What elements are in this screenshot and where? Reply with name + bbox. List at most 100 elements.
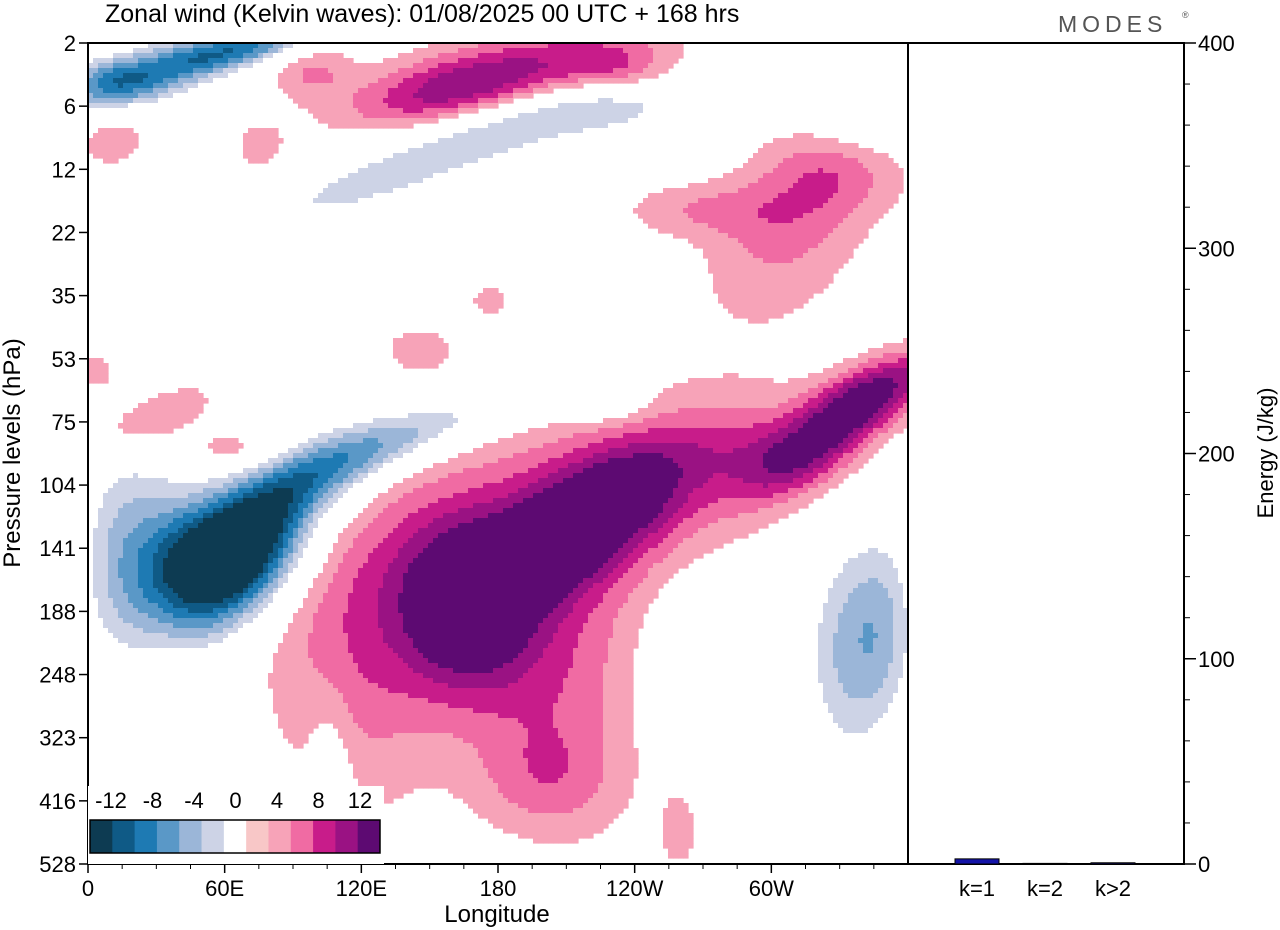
contour-cell (833, 43, 839, 49)
contour-cell (238, 68, 244, 74)
contour-cell (198, 78, 204, 84)
contour-cell (463, 78, 469, 84)
contour-cell (738, 238, 744, 244)
contour-cell (188, 43, 194, 49)
contour-cell (803, 258, 809, 264)
contour-cell (883, 368, 889, 374)
contour-cell (658, 403, 664, 409)
contour-cell (383, 88, 389, 94)
contour-cell (893, 78, 899, 84)
contour-cell (768, 173, 774, 179)
contour-cell (593, 113, 599, 119)
contour-cell (758, 183, 764, 189)
contour-cell (543, 78, 549, 84)
contour-cell (338, 423, 344, 429)
contour-cell (93, 103, 99, 109)
contour-cell (323, 218, 329, 224)
contour-cell (493, 123, 499, 129)
contour-cell (178, 73, 184, 79)
contour-cell (838, 163, 844, 169)
contour-cell (668, 393, 674, 399)
contour-cell (783, 298, 789, 304)
contour-cell (518, 83, 524, 89)
contour-cell (178, 418, 184, 424)
contour-cell (168, 403, 174, 409)
contour-cell (193, 283, 199, 289)
contour-cell (658, 198, 664, 204)
contour-cell (853, 403, 859, 409)
contour-cell (333, 118, 339, 124)
contour-cell (713, 248, 719, 254)
contour-cell (703, 423, 709, 429)
contour-cell (133, 43, 139, 49)
contour-cell (313, 63, 319, 69)
contour-cell (858, 353, 864, 359)
contour-cell (133, 68, 139, 74)
contour-cell (88, 63, 94, 69)
contour-cell (833, 98, 839, 104)
contour-cell (758, 283, 764, 289)
contour-cell (758, 288, 764, 294)
contour-cell (823, 248, 829, 254)
contour-cell (838, 103, 844, 109)
contour-cell (748, 163, 754, 169)
contour-cell (258, 238, 264, 244)
contour-cell (738, 378, 744, 384)
contour-cell (508, 123, 514, 129)
contour-cell (408, 153, 414, 159)
contour-cell (193, 258, 199, 264)
contour-cell (478, 63, 484, 69)
contour-cell (593, 123, 599, 129)
contour-cell (173, 413, 179, 419)
contour-cell (793, 408, 799, 414)
contour-cell (853, 228, 859, 234)
contour-cell (543, 43, 549, 49)
contour-cell (688, 418, 694, 424)
contour-cell (463, 43, 469, 49)
contour-cell (323, 173, 329, 179)
contour-cell (413, 173, 419, 179)
contour-cell (328, 73, 334, 79)
contour-cell (168, 43, 174, 49)
contour-cell (348, 203, 354, 209)
contour-cell (418, 358, 424, 364)
contour-cell (623, 123, 629, 129)
contour-cell (428, 68, 434, 74)
contour-cell (298, 198, 304, 204)
contour-cell (338, 68, 344, 74)
contour-cell (643, 413, 649, 419)
contour-cell (893, 383, 899, 389)
contour-cell (353, 188, 359, 194)
contour-cell (463, 178, 469, 184)
contour-cell (263, 203, 269, 209)
contour-cell (828, 268, 834, 274)
contour-cell (543, 148, 549, 154)
contour-cell (433, 78, 439, 84)
contour-cell (238, 238, 244, 244)
contour-cell (803, 388, 809, 394)
contour-cell (133, 78, 139, 84)
contour-cell (113, 53, 119, 59)
contour-cell (248, 148, 254, 154)
contour-cell (478, 83, 484, 89)
contour-cell (548, 103, 554, 109)
contour-cell (703, 228, 709, 234)
contour-cell (343, 193, 349, 199)
contour-cell (588, 423, 594, 429)
contour-cell (343, 123, 349, 129)
contour-cell (723, 413, 729, 419)
contour-cell (898, 173, 904, 179)
contour-cell (538, 48, 544, 54)
contour-cell (583, 128, 589, 134)
contour-cell (603, 118, 609, 124)
contour-cell (373, 63, 379, 69)
contour-cell (218, 228, 224, 234)
contour-cell (668, 43, 674, 49)
contour-cell (158, 418, 164, 424)
contour-cell (343, 68, 349, 74)
contour-cell (833, 218, 839, 224)
contour-cell (553, 98, 559, 104)
contour-cell (748, 293, 754, 299)
contour-cell (413, 113, 419, 119)
contour-cell (228, 213, 234, 219)
